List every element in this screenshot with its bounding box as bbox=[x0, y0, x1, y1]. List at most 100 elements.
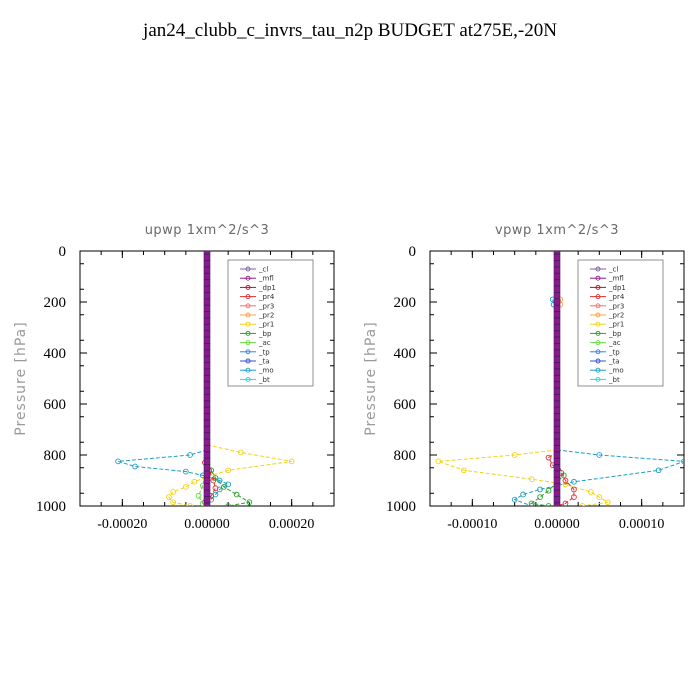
data-point bbox=[203, 432, 211, 440]
data-point bbox=[203, 438, 211, 446]
legend-marker bbox=[245, 303, 251, 309]
data-point bbox=[225, 467, 232, 474]
data-point bbox=[203, 445, 211, 452]
legend-marker bbox=[245, 376, 251, 382]
legend-marker bbox=[245, 275, 251, 281]
legend-marker bbox=[595, 275, 601, 281]
data-point bbox=[203, 502, 211, 506]
legend-marker bbox=[245, 284, 251, 290]
data-point bbox=[212, 485, 219, 492]
data-point bbox=[545, 454, 552, 461]
data-point bbox=[571, 486, 577, 493]
series-line bbox=[547, 452, 575, 506]
legend-marker bbox=[595, 312, 601, 318]
data-point bbox=[537, 486, 543, 493]
data-point bbox=[187, 503, 193, 506]
y-tick-label: 800 bbox=[394, 448, 417, 464]
data-point bbox=[604, 499, 611, 506]
legend-marker bbox=[595, 376, 601, 382]
legend-marker bbox=[595, 349, 601, 355]
legend-label: _dp1 bbox=[258, 284, 276, 292]
data-point bbox=[553, 496, 561, 503]
data-point bbox=[195, 492, 202, 499]
data-point bbox=[203, 254, 211, 261]
data-point bbox=[553, 432, 561, 440]
data-point bbox=[553, 419, 561, 427]
data-point bbox=[166, 494, 172, 500]
legend-label: _dp1 bbox=[608, 284, 626, 292]
y-tick-label: 400 bbox=[394, 346, 417, 362]
data-point bbox=[203, 311, 211, 319]
data-point bbox=[203, 324, 211, 331]
data-point bbox=[170, 499, 176, 506]
data-point bbox=[562, 500, 569, 506]
legend-label: _ta bbox=[258, 358, 270, 366]
data-point bbox=[553, 464, 561, 472]
data-point bbox=[537, 494, 543, 500]
x-tick-label: -0.00010 bbox=[447, 517, 497, 532]
data-point bbox=[553, 292, 561, 299]
data-point bbox=[203, 343, 211, 350]
data-point bbox=[187, 452, 193, 458]
series-group bbox=[435, 251, 684, 506]
legend-label: _pr4 bbox=[608, 293, 625, 301]
data-point bbox=[203, 413, 211, 421]
data-point bbox=[553, 368, 561, 376]
x-tick-label: 0.00000 bbox=[534, 517, 580, 532]
data-point bbox=[553, 381, 561, 389]
data-point bbox=[553, 394, 561, 401]
legend-label: _mo bbox=[258, 367, 274, 375]
series-line bbox=[206, 459, 251, 506]
data-point bbox=[170, 489, 176, 495]
legend-label: _pr2 bbox=[608, 312, 624, 320]
data-point bbox=[545, 487, 552, 494]
data-point bbox=[553, 407, 561, 414]
legend-label: _ta bbox=[608, 358, 620, 366]
data-point bbox=[553, 266, 561, 274]
data-point bbox=[203, 330, 211, 338]
data-point bbox=[210, 477, 217, 484]
data-point bbox=[203, 317, 211, 325]
data-point bbox=[203, 458, 211, 465]
panel-title: upwp 1xm^2/s^3 bbox=[145, 223, 270, 238]
series-line bbox=[168, 444, 292, 506]
legend-label: _bp bbox=[608, 330, 622, 338]
legend-marker bbox=[595, 358, 601, 364]
data-point bbox=[461, 467, 467, 474]
legend-box bbox=[577, 259, 664, 387]
data-point bbox=[203, 305, 211, 312]
data-point bbox=[553, 279, 561, 287]
legend-label: _tp bbox=[608, 348, 620, 356]
data-point bbox=[553, 251, 561, 255]
data-point bbox=[553, 477, 561, 484]
data-point bbox=[553, 489, 561, 497]
data-point bbox=[571, 478, 577, 485]
legend-label: _ac bbox=[258, 339, 271, 347]
data-point bbox=[435, 458, 442, 465]
legend-label: _ac bbox=[608, 339, 621, 347]
legend-marker bbox=[595, 284, 601, 290]
data-point bbox=[553, 426, 561, 433]
legend-marker bbox=[245, 340, 251, 346]
data-point bbox=[225, 503, 232, 506]
legend-label: _bp bbox=[258, 330, 272, 338]
legend-marker bbox=[595, 340, 601, 346]
data-point bbox=[203, 387, 211, 395]
y-tick-label: 400 bbox=[44, 346, 67, 362]
data-point bbox=[553, 260, 561, 268]
legend-label: _pr3 bbox=[258, 302, 274, 310]
data-point bbox=[528, 476, 535, 483]
data-point bbox=[288, 458, 295, 465]
data-point bbox=[553, 298, 561, 306]
legend-marker bbox=[245, 312, 251, 318]
legend-label: _pr1 bbox=[608, 321, 624, 329]
data-point bbox=[203, 381, 211, 389]
data-point bbox=[132, 463, 138, 470]
data-point bbox=[553, 502, 561, 506]
data-point bbox=[553, 343, 561, 350]
data-point bbox=[553, 336, 561, 344]
data-point bbox=[115, 458, 121, 465]
legend-marker bbox=[245, 330, 251, 336]
data-point bbox=[203, 426, 211, 433]
data-point bbox=[596, 452, 603, 458]
